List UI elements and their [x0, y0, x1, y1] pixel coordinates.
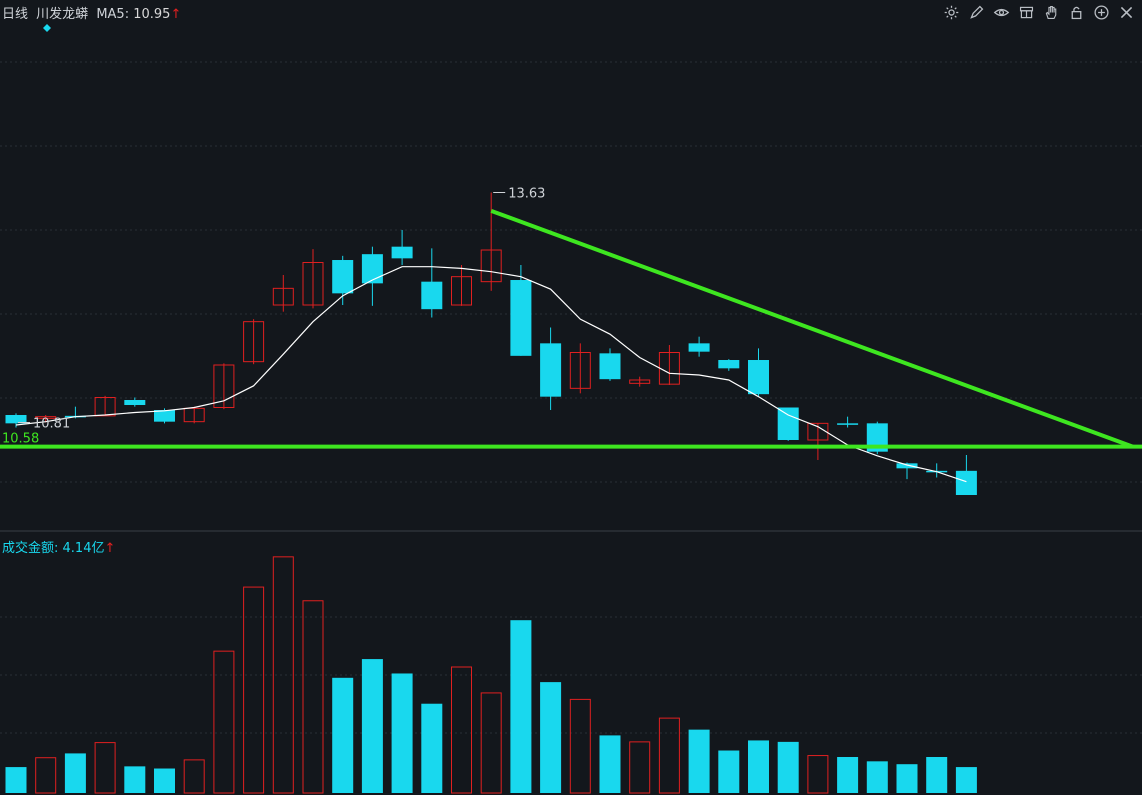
- volume-bar[interactable]: [599, 735, 621, 793]
- volume-bar[interactable]: [748, 740, 769, 793]
- volume-bar[interactable]: [569, 698, 591, 794]
- volume-bar[interactable]: [154, 768, 175, 793]
- volume-bar[interactable]: [183, 759, 205, 794]
- candle-body[interactable]: [94, 397, 116, 417]
- candle-body[interactable]: [5, 415, 27, 424]
- volume-bar[interactable]: [510, 620, 532, 793]
- candle-body[interactable]: [243, 321, 265, 363]
- ma5-up-arrow: ↑: [170, 7, 182, 22]
- volume-bar[interactable]: [391, 673, 413, 793]
- volume-bar[interactable]: [213, 650, 235, 794]
- volume-bar[interactable]: [777, 741, 799, 793]
- hand-icon[interactable]: [1042, 3, 1061, 22]
- lock-icon[interactable]: [1067, 3, 1086, 22]
- candle-body[interactable]: [451, 276, 472, 306]
- volume-bar[interactable]: [955, 767, 977, 793]
- chart-toolbar: [942, 3, 1136, 22]
- volume-bar[interactable]: [926, 757, 948, 793]
- high-label: 13.63: [508, 187, 545, 202]
- candle-body[interactable]: [718, 360, 740, 369]
- volume-bar[interactable]: [807, 755, 829, 794]
- volume-up-arrow: ↑: [104, 541, 116, 556]
- volume-label: 成交金额:: [2, 541, 59, 556]
- candle-body[interactable]: [629, 379, 651, 384]
- candle-body[interactable]: [748, 360, 769, 395]
- volume-bar[interactable]: [837, 757, 859, 793]
- chart-header: 日线 川发龙蟒 MA5: 10.95↑: [2, 3, 181, 22]
- pen-icon[interactable]: [967, 3, 986, 22]
- volume-bar[interactable]: [629, 741, 651, 794]
- ma5-value: 10.95: [133, 7, 171, 22]
- diamond-marker: [43, 24, 51, 32]
- candle-body[interactable]: [35, 416, 57, 419]
- zoom-in-icon[interactable]: [1092, 3, 1111, 22]
- volume-bar[interactable]: [718, 750, 740, 793]
- volume-bar[interactable]: [480, 692, 502, 794]
- candle-body[interactable]: [272, 287, 294, 306]
- volume-bar[interactable]: [688, 729, 710, 793]
- period-label[interactable]: 日线: [2, 7, 29, 22]
- candle-body[interactable]: [807, 422, 829, 441]
- candle-body[interactable]: [361, 254, 383, 284]
- gear-icon[interactable]: [942, 3, 961, 22]
- ma5-line: [15, 266, 967, 483]
- support-price-label: 10.58: [2, 432, 39, 447]
- volume-bar[interactable]: [866, 761, 888, 793]
- volume-bar[interactable]: [540, 682, 562, 793]
- ma5-label: MA5:: [96, 7, 130, 22]
- candle-body[interactable]: [599, 353, 621, 380]
- volume-bar[interactable]: [5, 767, 27, 793]
- candle-body[interactable]: [510, 280, 532, 356]
- volume-bar[interactable]: [421, 703, 443, 793]
- volume-bar[interactable]: [243, 586, 265, 794]
- downtrend-line[interactable]: [490, 208, 1134, 449]
- candle-body[interactable]: [540, 343, 562, 397]
- candle-body[interactable]: [213, 364, 235, 409]
- candle-body[interactable]: [866, 423, 888, 452]
- candle-body[interactable]: [124, 400, 146, 406]
- candle-body[interactable]: [302, 262, 324, 306]
- volume-bar[interactable]: [302, 600, 324, 794]
- volume-bar[interactable]: [896, 764, 918, 793]
- candle-body[interactable]: [569, 352, 591, 389]
- volume-value: 4.14亿: [62, 541, 105, 556]
- candle-body[interactable]: [421, 281, 443, 310]
- volume-bar[interactable]: [332, 677, 354, 793]
- candle-body[interactable]: [688, 343, 710, 352]
- volume-bar[interactable]: [451, 666, 472, 794]
- candle-body[interactable]: [183, 407, 205, 423]
- candle-body[interactable]: [480, 249, 502, 283]
- volume-bar[interactable]: [658, 717, 680, 794]
- layers-icon[interactable]: [1017, 3, 1036, 22]
- volume-bar[interactable]: [64, 753, 86, 793]
- candle-body[interactable]: [837, 423, 859, 425]
- candle-body[interactable]: [777, 407, 799, 441]
- volume-header: 成交金额: 4.14亿↑: [2, 537, 115, 556]
- volume-bar[interactable]: [272, 556, 294, 794]
- candle-body[interactable]: [391, 246, 413, 259]
- low-label: 10.81: [33, 417, 70, 432]
- stock-name: 川发龙蟒: [36, 7, 89, 22]
- volume-bar[interactable]: [94, 742, 116, 794]
- close-icon[interactable]: [1117, 3, 1136, 22]
- volume-bar[interactable]: [361, 659, 383, 793]
- volume-bar[interactable]: [124, 766, 146, 793]
- eye-icon[interactable]: [992, 3, 1011, 22]
- candle-body[interactable]: [896, 463, 918, 469]
- candle-body[interactable]: [955, 470, 977, 495]
- candle-body[interactable]: [154, 410, 175, 422]
- candle-body[interactable]: [332, 260, 354, 294]
- volume-bar[interactable]: [35, 757, 57, 794]
